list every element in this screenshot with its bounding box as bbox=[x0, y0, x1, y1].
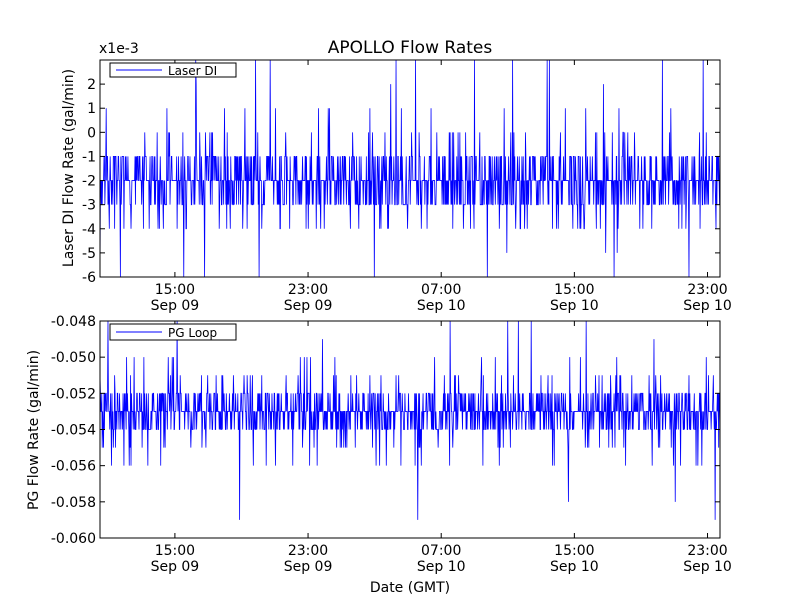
y-tick-label: -0.054 bbox=[51, 423, 96, 439]
x-axis-label-bottom: Date (GMT) bbox=[370, 580, 450, 596]
legend-label-pg-loop: PG Loop bbox=[168, 326, 217, 340]
y-tick-label: -0.056 bbox=[51, 459, 96, 475]
laser-di-series bbox=[99, 59, 721, 278]
x-tick-label-date: Sep 09 bbox=[284, 298, 333, 314]
x-tick-label-date: Sep 09 bbox=[284, 559, 333, 575]
legend-box-top bbox=[109, 62, 237, 78]
plot-frame-top bbox=[99, 59, 721, 278]
x-tick-label-date: Sep 10 bbox=[550, 298, 599, 314]
y-tick-label: 2 bbox=[87, 77, 96, 93]
x-tick-label-time: 23:00 bbox=[288, 282, 328, 298]
x-tick-label-date: Sep 09 bbox=[151, 559, 200, 575]
y-tick-label: -3 bbox=[82, 198, 96, 214]
y-multiplier-label: x1e-3 bbox=[99, 41, 139, 57]
y-tick-label: 0 bbox=[87, 125, 96, 141]
x-tick-label-date: Sep 10 bbox=[683, 298, 732, 314]
x-tick-label-time: 15:00 bbox=[155, 282, 195, 298]
y-tick-label: 1 bbox=[87, 101, 96, 117]
y-tick-label: -0.052 bbox=[51, 386, 96, 402]
legend-box-bottom bbox=[109, 323, 237, 341]
legend-top: Laser DI bbox=[109, 62, 237, 78]
y-tick-label: -2 bbox=[82, 174, 96, 190]
pg-loop-series bbox=[99, 320, 721, 520]
x-tick-label-time: 15:00 bbox=[554, 282, 594, 298]
y-axis-label-top: Laser DI Flow Rate (gal/min) bbox=[61, 69, 77, 267]
y-tick-label: -6 bbox=[82, 270, 96, 286]
x-tick-label-time: 23:00 bbox=[687, 543, 727, 559]
x-tick-label-time: 23:00 bbox=[687, 282, 727, 298]
y-tick-label: -5 bbox=[82, 246, 96, 262]
pg-loop-panel: -0.048 -0.050 -0.052 -0.054 -0.056 -0.058 -0.0… bbox=[26, 314, 732, 596]
legend-bottom: PG Loop bbox=[109, 323, 237, 341]
y-tick-label: -0.060 bbox=[51, 531, 96, 547]
y-tick-label: -0.048 bbox=[51, 314, 96, 330]
y-axis-bottom: -0.048 -0.050 -0.052 -0.054 -0.056 -0.058 -0.0… bbox=[51, 314, 720, 547]
x-tick-label-time: 07:00 bbox=[421, 282, 461, 298]
x-tick-label-time: 07:00 bbox=[421, 543, 461, 559]
y-axis-label-bottom: PG Flow Rate (gal/min) bbox=[26, 350, 42, 510]
x-tick-label-date: Sep 09 bbox=[151, 298, 200, 314]
x-tick-label-date: Sep 10 bbox=[683, 559, 732, 575]
y-tick-label: -0.050 bbox=[51, 350, 96, 366]
chart-title: APOLLO Flow Rates bbox=[328, 38, 493, 58]
x-tick-label-date: Sep 10 bbox=[417, 298, 466, 314]
y-axis-top: 2 1 0 -1 -2 -3 -4 -5 -6 bbox=[82, 77, 720, 286]
legend-label-laser-di: Laser DI bbox=[168, 64, 217, 78]
y-tick-label: -4 bbox=[82, 222, 96, 238]
x-tick-label-time: 15:00 bbox=[155, 543, 195, 559]
pg-loop-line bbox=[99, 320, 721, 520]
laser-di-line bbox=[99, 59, 721, 278]
x-tick-label-time: 15:00 bbox=[554, 543, 594, 559]
y-tick-label: -1 bbox=[82, 149, 96, 165]
x-tick-label-time: 23:00 bbox=[288, 543, 328, 559]
x-tick-label-date: Sep 10 bbox=[417, 559, 466, 575]
y-tick-label: -0.058 bbox=[51, 495, 96, 511]
plot-area-bottom bbox=[100, 321, 720, 538]
x-tick-label-date: Sep 10 bbox=[550, 559, 599, 575]
